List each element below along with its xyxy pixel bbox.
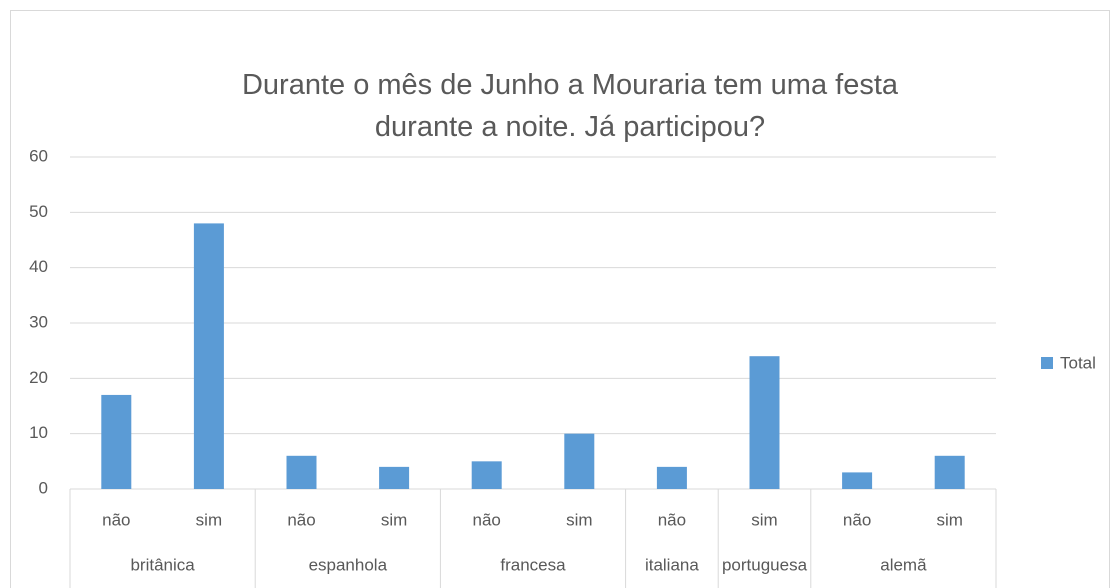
x-tick-label: não — [287, 510, 315, 529]
chart-border — [10, 10, 1110, 588]
legend-swatch — [1041, 357, 1053, 369]
x-tick-label: não — [843, 510, 871, 529]
y-tick-label: 10 — [29, 423, 48, 442]
y-tick-label: 0 — [39, 478, 48, 497]
x-tick-label: não — [102, 510, 130, 529]
x-tick-label: sim — [381, 510, 407, 529]
bar — [471, 461, 502, 489]
x-tick-label: sim — [751, 510, 777, 529]
bar — [749, 356, 780, 489]
chart-title: Durante o mês de Junho a Mouraria tem um… — [241, 69, 899, 143]
x-tick-label: sim — [196, 510, 222, 529]
bar — [101, 394, 132, 489]
y-tick-label: 50 — [29, 202, 48, 221]
bar — [656, 466, 687, 489]
y-tick-label: 20 — [29, 368, 48, 387]
bar — [564, 433, 595, 489]
group-label: alemã — [880, 555, 927, 574]
group-label: italiana — [645, 555, 699, 574]
y-tick-label: 40 — [29, 257, 48, 276]
group-label: portuguesa — [722, 555, 808, 574]
x-tick-label: não — [473, 510, 501, 529]
bar — [286, 455, 317, 489]
x-tick-label: não — [658, 510, 686, 529]
group-label: espanhola — [309, 555, 388, 574]
bar — [379, 466, 410, 489]
y-tick-label: 30 — [29, 312, 48, 331]
group-label: francesa — [500, 555, 566, 574]
bar — [842, 472, 873, 489]
bar — [193, 223, 224, 489]
group-label: britânica — [130, 555, 195, 574]
legend-label: Total — [1060, 353, 1096, 372]
bar — [934, 455, 965, 489]
y-tick-label: 60 — [29, 146, 48, 165]
x-tick-label: sim — [936, 510, 962, 529]
x-tick-label: sim — [566, 510, 592, 529]
